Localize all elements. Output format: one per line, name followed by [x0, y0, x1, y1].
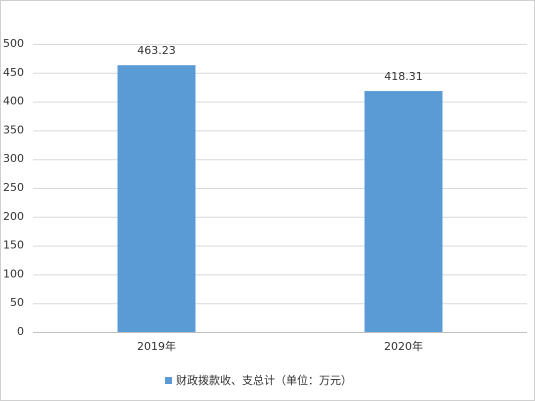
y-tick-label: 50 — [10, 296, 24, 309]
value-label: 418.31 — [384, 70, 423, 83]
y-tick-label: 250 — [3, 181, 24, 194]
legend-label: 财政拨款收、支总计（单位：万元） — [176, 373, 352, 387]
x-tick-label: 2019年 — [137, 339, 176, 353]
y-tick-label: 500 — [3, 37, 24, 50]
bar — [364, 91, 443, 332]
bar — [117, 65, 196, 333]
y-tick-label: 300 — [3, 152, 24, 165]
y-tick-label: 350 — [3, 123, 24, 136]
y-tick-label: 400 — [3, 95, 24, 108]
value-label: 463.23 — [137, 44, 176, 57]
y-tick-label: 0 — [17, 325, 24, 338]
y-tick-label: 200 — [3, 210, 24, 223]
legend-swatch — [165, 377, 172, 384]
y-tick-label: 150 — [3, 239, 24, 252]
y-tick-label: 450 — [3, 66, 24, 79]
y-tick-label: 100 — [3, 267, 24, 280]
x-tick-label: 2020年 — [384, 339, 423, 353]
